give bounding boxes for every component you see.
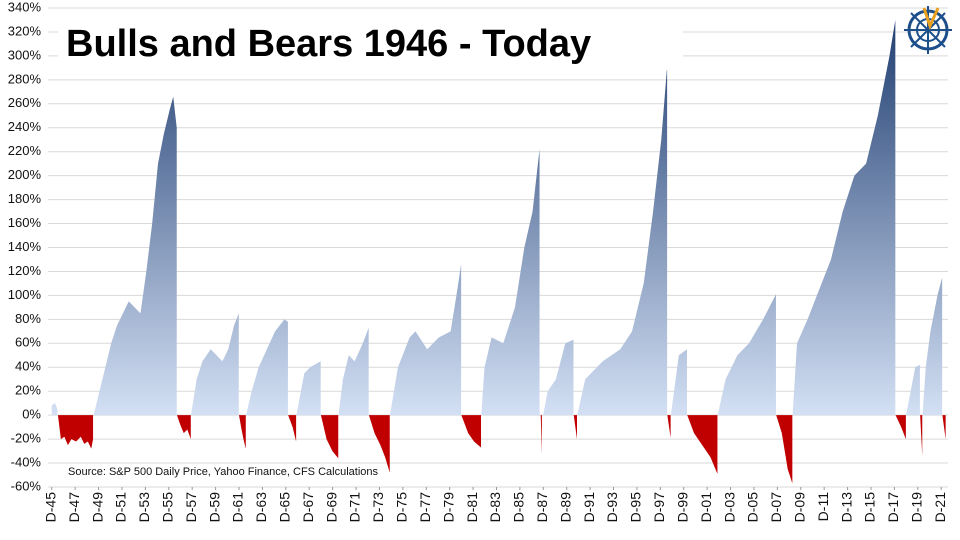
x-tick-label: D-79 xyxy=(440,492,456,523)
bull-area xyxy=(389,264,462,416)
x-tick-label: D-05 xyxy=(745,492,761,523)
y-tick-label: -40% xyxy=(11,454,42,469)
bull-area xyxy=(906,364,920,416)
x-tick-label: D-97 xyxy=(651,492,667,523)
bear-area xyxy=(239,415,246,449)
bull-area xyxy=(543,339,574,416)
y-tick-label: -60% xyxy=(11,478,42,493)
x-tick-label: D-53 xyxy=(136,492,152,523)
x-tick-label: D-19 xyxy=(909,492,925,523)
x-tick-label: D-61 xyxy=(230,492,246,523)
x-tick-label: D-57 xyxy=(183,492,199,523)
y-tick-label: 220% xyxy=(8,143,42,158)
y-tick-label: 180% xyxy=(8,191,42,206)
x-tick-label: D-55 xyxy=(159,492,175,523)
bull-area xyxy=(338,327,369,416)
y-tick-label: 300% xyxy=(8,47,42,62)
x-tick-label: D-73 xyxy=(370,492,386,523)
bull-area xyxy=(296,361,321,416)
bull-area xyxy=(191,313,239,416)
x-tick-label: D-91 xyxy=(581,492,597,523)
x-tick-label: D-77 xyxy=(417,492,433,523)
bull-area xyxy=(670,349,688,416)
x-tick-label: D-75 xyxy=(394,492,410,523)
y-tick-label: 160% xyxy=(8,215,42,230)
x-tick-label: D-07 xyxy=(768,492,784,523)
y-tick-label: 140% xyxy=(8,239,42,254)
bear-area xyxy=(320,415,339,459)
x-tick-label: D-95 xyxy=(628,492,644,523)
title-backdrop xyxy=(58,20,683,70)
bull-area xyxy=(51,403,58,416)
x-tick-label: D-59 xyxy=(206,492,222,523)
x-tick-label: D-01 xyxy=(698,492,714,523)
x-tick-label: D-21 xyxy=(932,492,948,523)
y-tick-label: 260% xyxy=(8,95,42,110)
bear-area xyxy=(57,415,94,449)
bull-area xyxy=(246,319,288,416)
bear-area xyxy=(776,415,793,484)
bull-area xyxy=(717,294,776,416)
x-tick-label: D-65 xyxy=(277,492,293,523)
x-tick-label: D-85 xyxy=(511,492,527,523)
y-tick-label: 100% xyxy=(8,287,42,302)
x-tick-label: D-09 xyxy=(791,492,807,523)
source-note: Source: S&P 500 Daily Price, Yahoo Finan… xyxy=(68,466,378,478)
y-tick-label: 340% xyxy=(8,0,42,14)
x-tick-label: D-89 xyxy=(557,492,573,523)
x-tick-label: D-17 xyxy=(885,492,901,523)
bear-area xyxy=(540,415,542,455)
y-tick-label: 280% xyxy=(8,71,42,86)
x-tick-label: D-11 xyxy=(815,492,831,522)
bear-area xyxy=(368,415,390,473)
bear-area xyxy=(176,415,191,440)
y-tick-label: 240% xyxy=(8,119,42,134)
bear-area xyxy=(920,415,923,456)
y-tick-label: 320% xyxy=(8,23,42,38)
bull-area xyxy=(93,96,177,416)
bear-area xyxy=(573,415,577,440)
y-tick-label: 60% xyxy=(15,335,41,350)
y-tick-label: 20% xyxy=(15,383,41,398)
bear-area xyxy=(461,415,482,448)
y-tick-label: 80% xyxy=(15,311,41,326)
bull-area xyxy=(577,66,668,416)
x-tick-label: D-03 xyxy=(721,492,737,523)
x-tick-label: D-63 xyxy=(253,492,269,523)
x-tick-label: D-99 xyxy=(674,492,690,523)
bear-area xyxy=(667,415,671,438)
x-tick-label: D-71 xyxy=(347,492,363,523)
x-tick-label: D-93 xyxy=(604,492,620,523)
bear-area xyxy=(942,415,946,440)
y-tick-label: 200% xyxy=(8,167,42,182)
x-tick-label: D-67 xyxy=(300,492,316,523)
y-tick-label: -20% xyxy=(11,431,42,446)
x-tick-label: D-81 xyxy=(464,492,480,523)
bear-area xyxy=(288,415,297,442)
x-tick-label: D-87 xyxy=(534,492,550,523)
x-tick-label: D-83 xyxy=(487,492,503,523)
y-tick-label: 120% xyxy=(8,263,42,278)
bear-area xyxy=(895,415,906,440)
y-tick-label: 0% xyxy=(22,407,41,422)
bull-area xyxy=(481,149,540,416)
x-tick-label: D-69 xyxy=(323,492,339,523)
y-tick-label: 40% xyxy=(15,359,41,374)
x-tick-label: D-49 xyxy=(89,492,105,523)
chart-title: Bulls and Bears 1946 - Today xyxy=(66,23,591,65)
logo xyxy=(904,6,952,54)
x-tick-label: D-15 xyxy=(862,492,878,523)
bull-area xyxy=(792,19,896,416)
x-tick-label: D-45 xyxy=(42,492,58,523)
x-tick-label: D-51 xyxy=(113,492,129,523)
x-tick-label: D-47 xyxy=(66,492,82,523)
bear-area xyxy=(687,415,718,474)
x-tick-label: D-13 xyxy=(838,492,854,523)
bull-area xyxy=(922,277,943,416)
